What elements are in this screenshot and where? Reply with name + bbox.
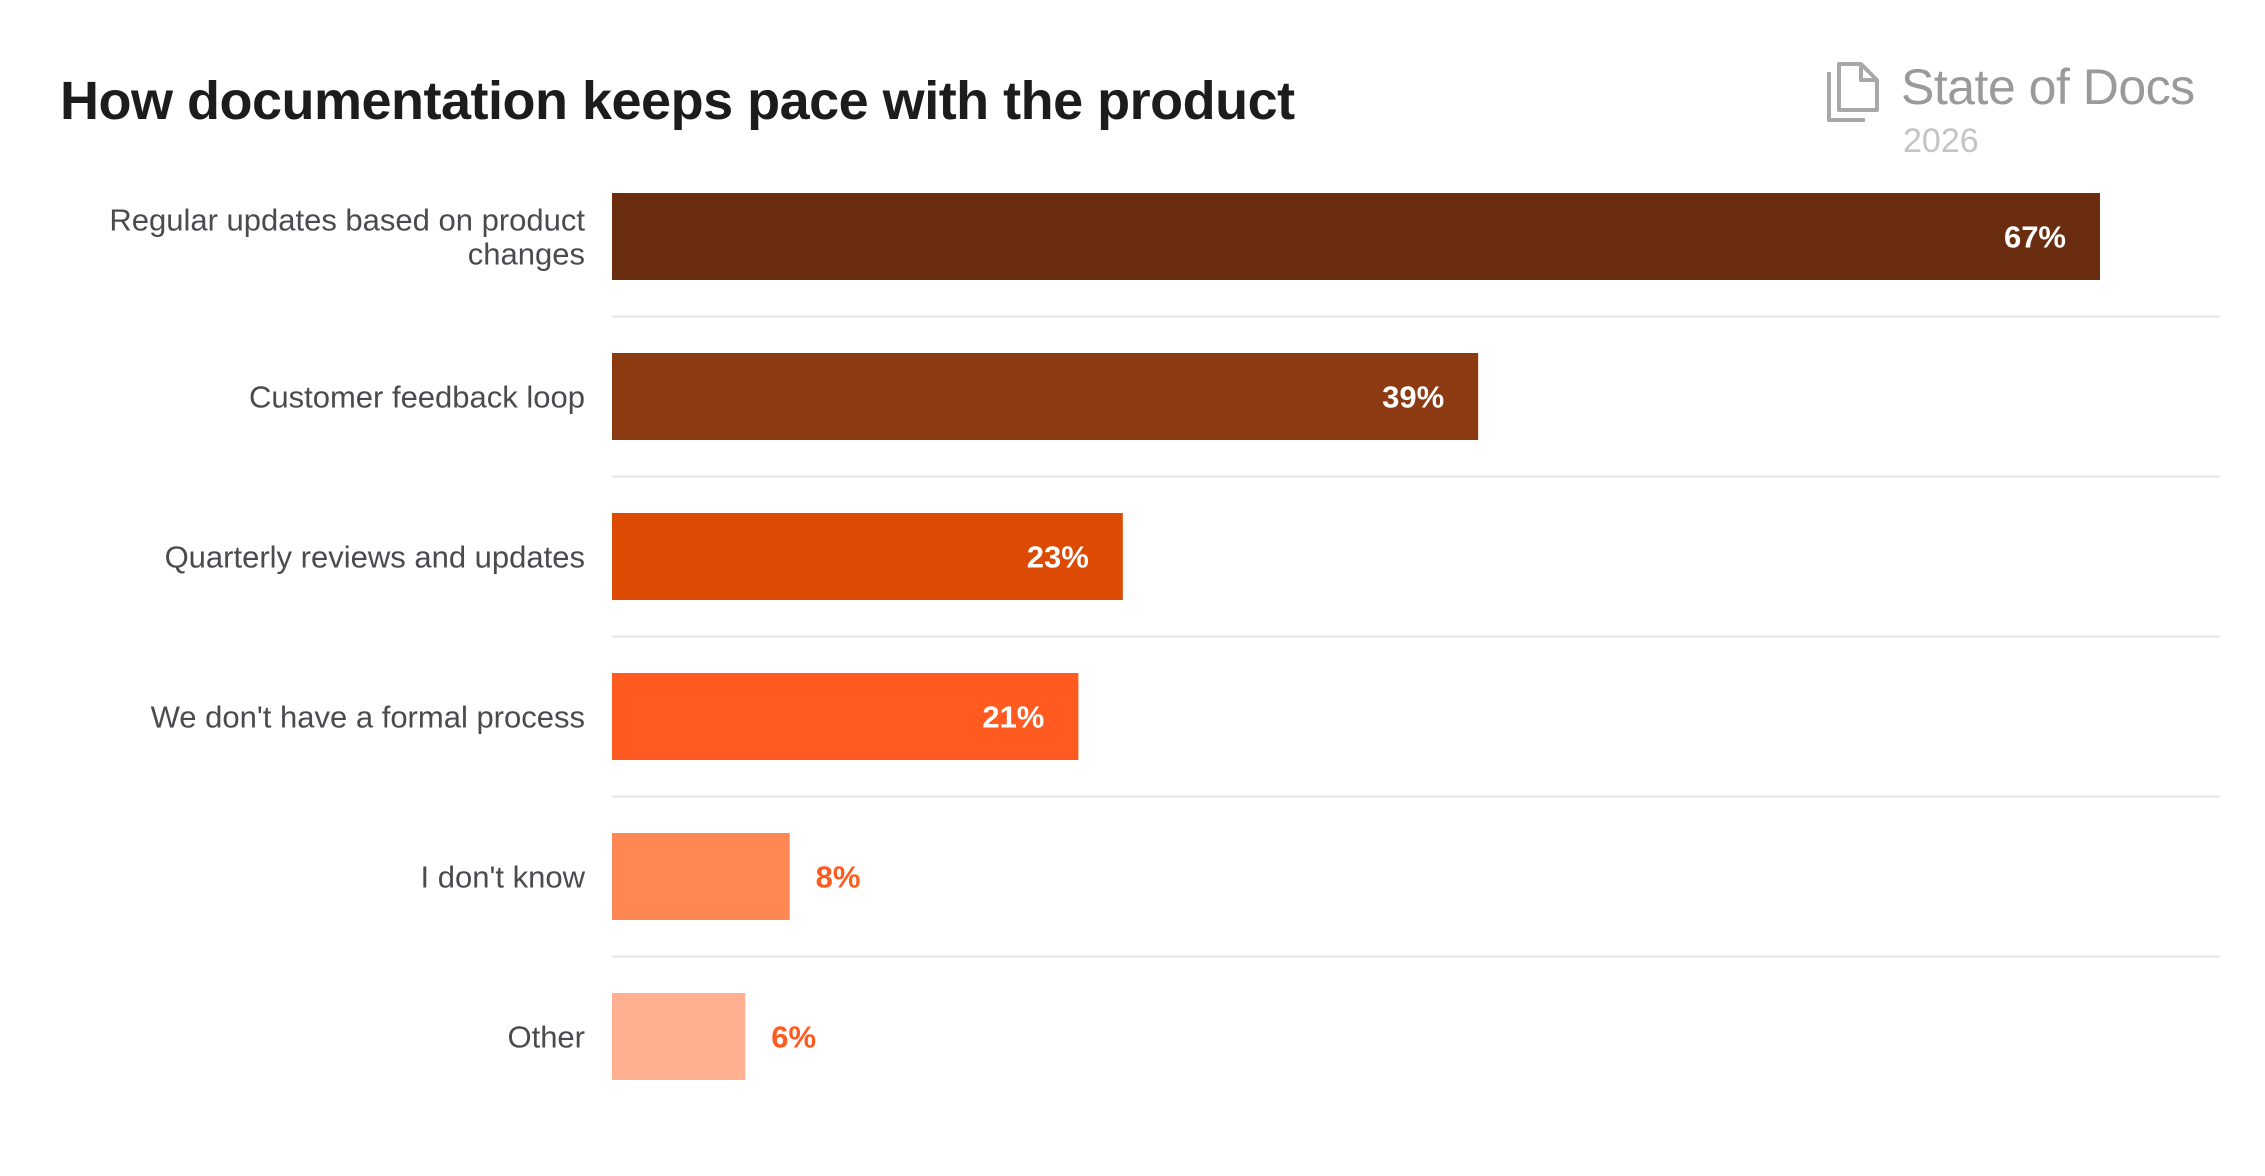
value-label: 8%: [816, 860, 861, 895]
bar: [612, 513, 1123, 600]
brand-year: 2026: [1903, 122, 1979, 160]
bar: [612, 993, 746, 1080]
value-label: 21%: [982, 700, 1044, 735]
category-label: I don't know: [421, 860, 586, 895]
category-label: Quarterly reviews and updates: [165, 540, 585, 575]
category-label: Customer feedback loop: [249, 380, 585, 415]
bar: [612, 193, 2100, 280]
category-label: Regular updates based on product changes: [109, 203, 585, 272]
bar: [612, 353, 1479, 440]
brand-name: State of Docs: [1901, 59, 2195, 115]
category-label: We don't have a formal process: [151, 700, 585, 735]
stacked-documents-icon: [1827, 62, 1879, 122]
value-label: 6%: [771, 1020, 816, 1055]
bar: [612, 833, 790, 920]
bar: [612, 673, 1079, 760]
chart-title: How documentation keeps pace with the pr…: [60, 71, 1295, 131]
value-label: 23%: [1027, 540, 1089, 575]
value-label: 67%: [2004, 220, 2066, 255]
category-label: Other: [507, 1020, 585, 1055]
brand-logo: State of Docs 2026: [1825, 56, 2205, 166]
value-label: 39%: [1382, 380, 1444, 415]
